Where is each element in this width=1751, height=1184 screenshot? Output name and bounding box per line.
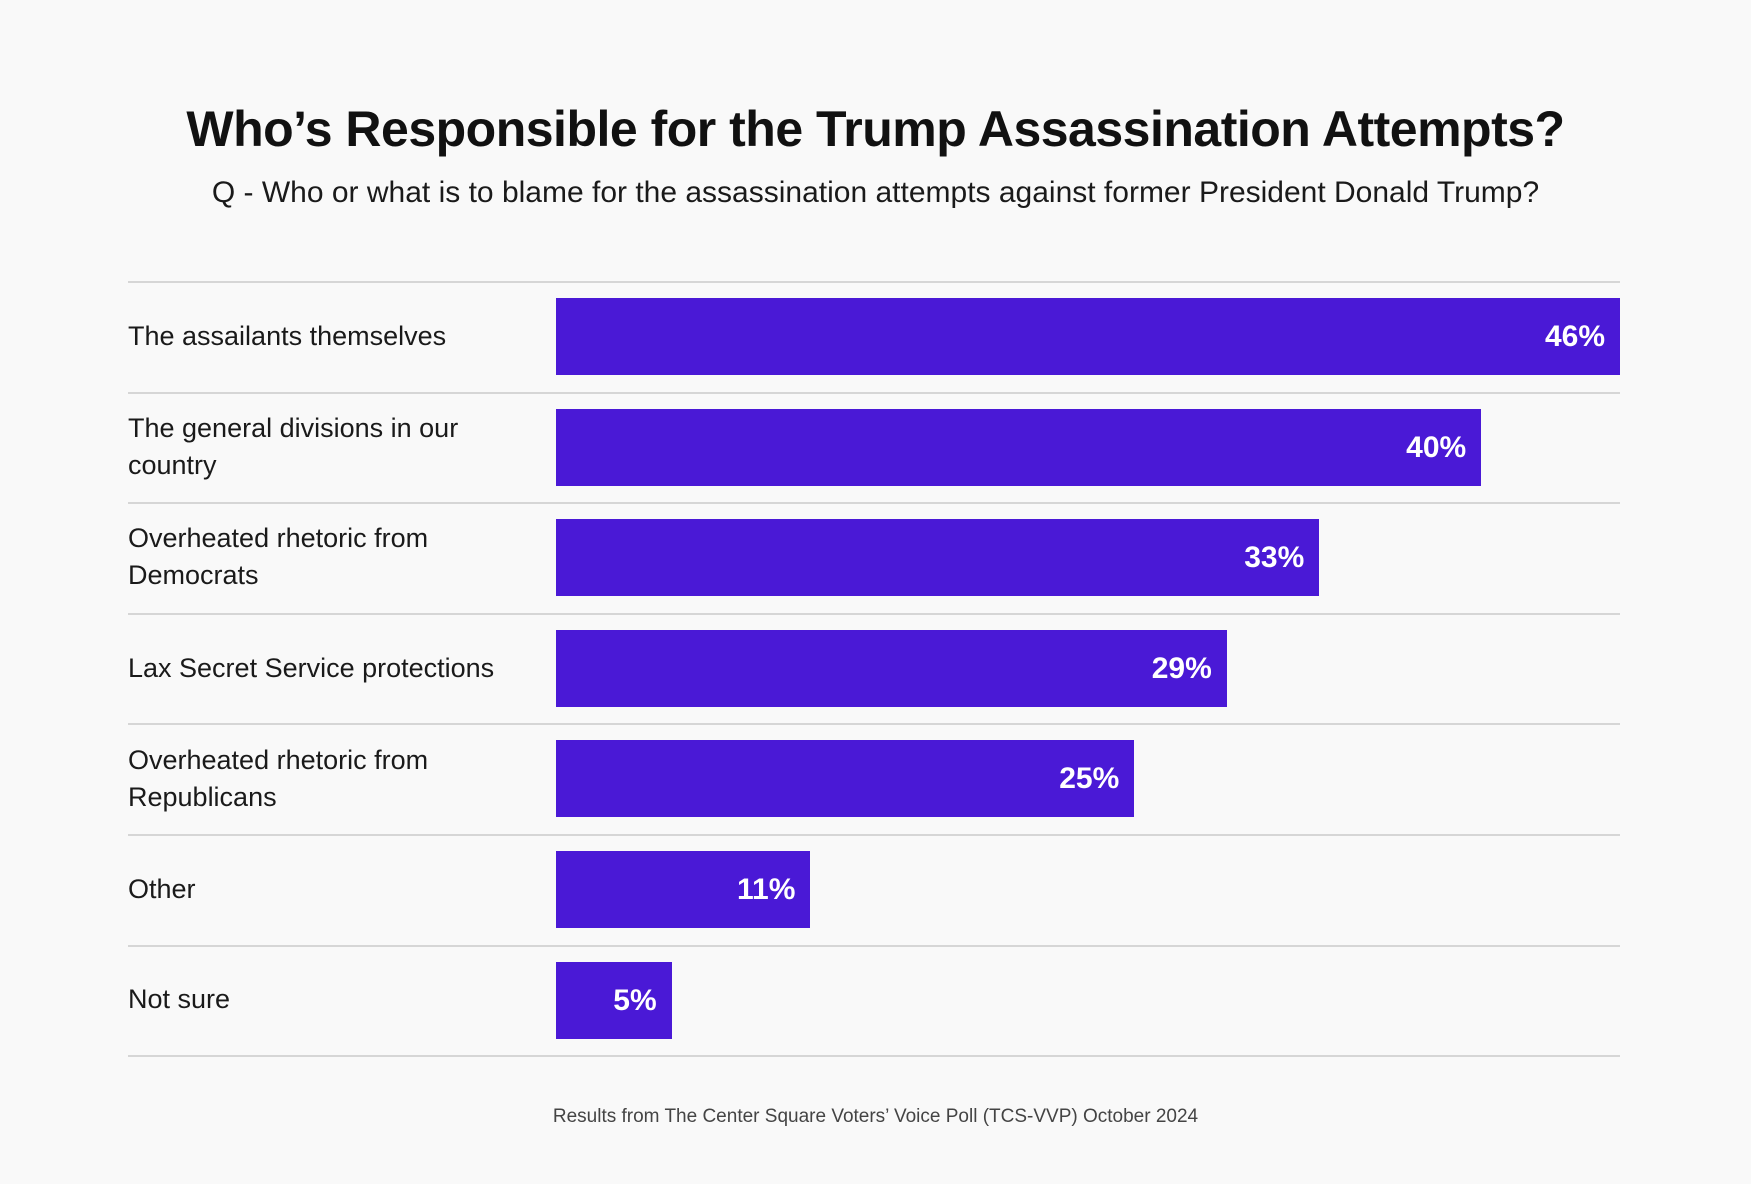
- row-divider: [128, 1055, 1620, 1058]
- bar: 40%: [556, 408, 1482, 486]
- category-label-text: Other: [128, 873, 196, 904]
- row-divider: [128, 502, 1620, 505]
- category-label: The general divisions in our country: [128, 394, 528, 501]
- category-label: Overheated rhetoric from Republicans: [128, 725, 528, 832]
- row-divider: [128, 834, 1620, 836]
- chart-footer: Results from The Center Square Voters’ V…: [552, 1106, 1199, 1127]
- row-divider: [128, 391, 1620, 394]
- category-label-text: Overheated rhetoric from Democrats: [128, 523, 429, 591]
- value-label: 25%: [1059, 762, 1120, 796]
- value-label: 40%: [1406, 430, 1467, 464]
- bar: 33%: [556, 519, 1320, 597]
- chart-subtitle: Q - Who or what is to blame for the assa…: [211, 176, 1540, 209]
- value-label: 33%: [1244, 541, 1305, 575]
- row-divider: [128, 723, 1620, 726]
- value-label: 46%: [1544, 320, 1605, 353]
- row-divider: [128, 612, 1620, 615]
- category-label-text: Overheated rhetoric from Republicans: [128, 744, 429, 812]
- category-label-text: The general divisions in our country: [128, 412, 459, 480]
- bar: 11%: [556, 851, 811, 928]
- category-label: Not sure: [128, 947, 528, 1054]
- category-label: The assailants themselves: [128, 283, 528, 390]
- row-divider: [128, 281, 1620, 283]
- bar: 5%: [556, 961, 672, 1039]
- chart-title: Who’s Responsible for the Trump Assassin…: [186, 101, 1565, 157]
- value-label: 5%: [613, 983, 657, 1017]
- bar: 46%: [556, 298, 1620, 375]
- bar: 29%: [556, 629, 1227, 707]
- bar: 25%: [556, 740, 1135, 818]
- category-label: Other: [128, 836, 528, 943]
- category-label-text: Not sure: [128, 984, 231, 1015]
- category-label: Lax Secret Service protections: [128, 615, 528, 722]
- value-label: 29%: [1151, 651, 1212, 685]
- category-label: Overheated rhetoric from Democrats: [128, 504, 528, 611]
- category-label-text: The assailants themselves: [128, 320, 447, 351]
- category-label-text: Lax Secret Service protections: [128, 652, 495, 683]
- value-label: 11%: [737, 873, 796, 906]
- row-divider: [128, 944, 1620, 947]
